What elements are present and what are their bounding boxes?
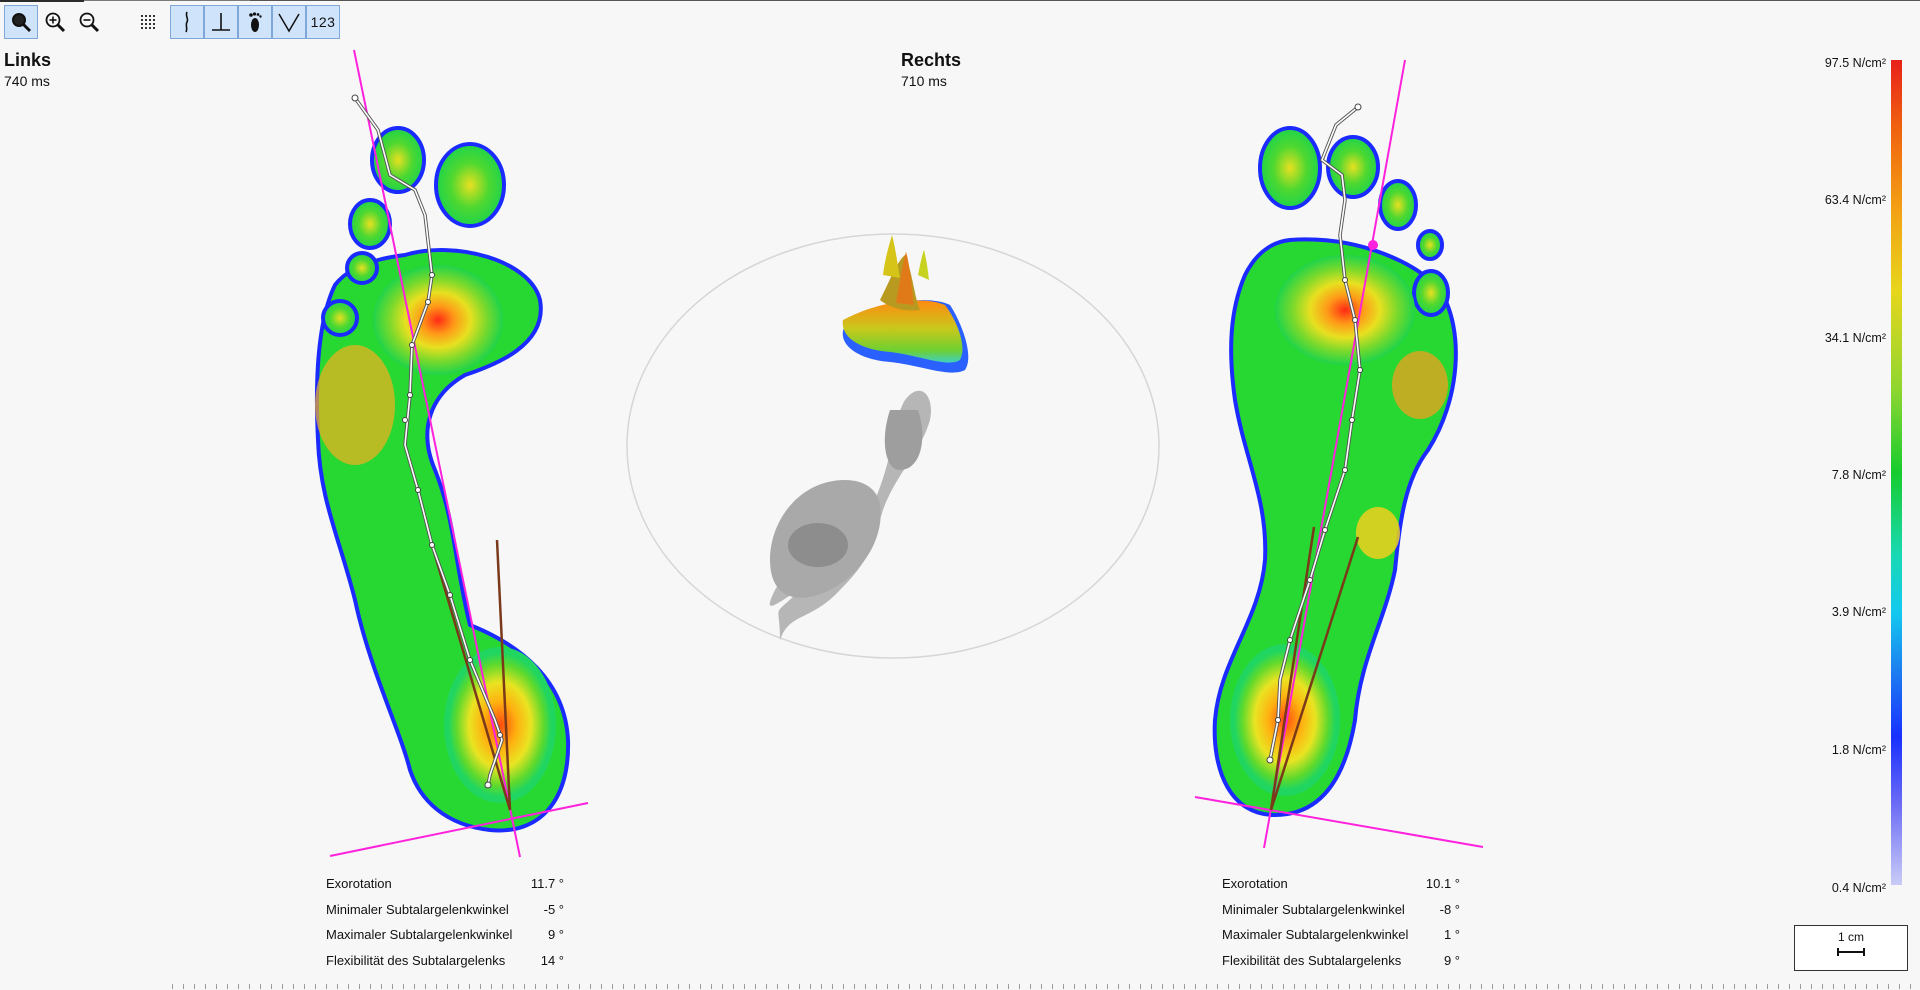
legend-label: 97.5 N/cm²	[1824, 56, 1886, 70]
stat-value: -5 °	[543, 901, 564, 917]
left-axis-lines	[329, 49, 589, 858]
left-foot-title: Links	[4, 50, 52, 70]
tab-strip-line	[250, 0, 1920, 1]
zoom-select-button[interactable]	[4, 5, 38, 39]
toolbar: 123	[4, 5, 340, 39]
right-stat-row: Minimaler Subtalargelenkwinkel -8 °	[1222, 902, 1460, 928]
right-axis-lines	[1194, 59, 1484, 849]
stat-value: 9 °	[547, 927, 564, 942]
gait-line-icon	[185, 11, 189, 33]
legend-label: 7.8 N/cm²	[1831, 468, 1886, 482]
stat-value: 10.1 °	[1425, 876, 1460, 891]
magnifier-icon	[12, 13, 32, 33]
right-stats-table: Exorotation 10.1 ° Minimaler Subtalargel…	[1222, 876, 1460, 978]
right-foot-title: Rechts	[901, 50, 962, 70]
left-gait-line	[351, 94, 504, 789]
foot-icon	[249, 12, 262, 32]
right-duration: 710 ms	[901, 73, 947, 89]
stat-value: 11.7 °	[530, 876, 564, 891]
right-marker-dot	[1368, 240, 1378, 250]
zoom-out-button[interactable]	[72, 5, 106, 39]
foot-button[interactable]	[238, 5, 272, 39]
values-button[interactable]: 123	[306, 5, 340, 39]
stat-label: Maximaler Subtalargelenkwinkel	[1222, 927, 1409, 942]
legend-label: 3.9 N/cm²	[1831, 605, 1886, 619]
scale-indicator: 1 cm	[1794, 925, 1908, 971]
gait-line-button[interactable]	[170, 5, 204, 39]
stat-value: 14 °	[540, 952, 564, 968]
scale-label: 1 cm	[1837, 930, 1864, 944]
pressure-color-bar	[1891, 60, 1902, 885]
stat-label: Minimaler Subtalargelenkwinkel	[1222, 901, 1405, 917]
angle-button[interactable]	[272, 5, 306, 39]
legend-label: 0.4 N/cm²	[1831, 881, 1886, 895]
right-foot-pressure-map	[1212, 126, 1458, 817]
left-stat-row: Exorotation 11.7 °	[326, 876, 564, 902]
tab-indicator	[0, 0, 84, 2]
left-stats-table: Exorotation 11.7 ° Minimaler Subtalargel…	[326, 876, 564, 978]
stat-label: Exorotation	[1222, 876, 1288, 891]
center-3d-pressure-view	[626, 233, 1160, 659]
right-stat-row: Maximaler Subtalargelenkwinkel 1 °	[1222, 927, 1460, 953]
stat-label: Maximaler Subtalargelenkwinkel	[326, 927, 513, 942]
horizontal-ruler	[172, 984, 1912, 989]
legend-label: 34.1 N/cm²	[1824, 331, 1886, 345]
right-stat-row: Exorotation 10.1 °	[1222, 876, 1460, 902]
stat-label: Flexibilität des Subtalargelenks	[1222, 952, 1402, 968]
right-stat-row: Flexibilität des Subtalargelenks 9 °	[1222, 953, 1460, 979]
scale-bar-icon	[1837, 948, 1865, 956]
legend-label: 1.8 N/cm²	[1831, 743, 1886, 757]
stat-label: Exorotation	[326, 876, 392, 891]
left-duration: 740 ms	[4, 73, 50, 89]
grid-button[interactable]	[132, 5, 166, 39]
stat-label: Minimaler Subtalargelenkwinkel	[326, 901, 509, 917]
left-stat-row: Maximaler Subtalargelenkwinkel 9 °	[326, 927, 564, 953]
right-gait-line	[1266, 103, 1378, 764]
stat-value: -8 °	[1439, 901, 1460, 917]
zoom-in-button[interactable]	[38, 5, 72, 39]
stat-value: 9 °	[1443, 952, 1460, 968]
left-stat-row: Minimaler Subtalargelenkwinkel -5 °	[326, 902, 564, 928]
perpendicular-button[interactable]	[204, 5, 238, 39]
left-stat-row: Flexibilität des Subtalargelenks 14 °	[326, 953, 564, 979]
stat-value: 1 °	[1443, 927, 1460, 942]
perpendicular-icon	[212, 13, 230, 31]
zoom-in-icon	[45, 12, 66, 33]
grid-dots-icon	[141, 15, 155, 29]
stat-label: Flexibilität des Subtalargelenks	[326, 952, 506, 968]
zoom-out-icon	[79, 12, 100, 33]
angle-icon	[278, 13, 300, 33]
legend-label: 63.4 N/cm²	[1824, 193, 1886, 207]
